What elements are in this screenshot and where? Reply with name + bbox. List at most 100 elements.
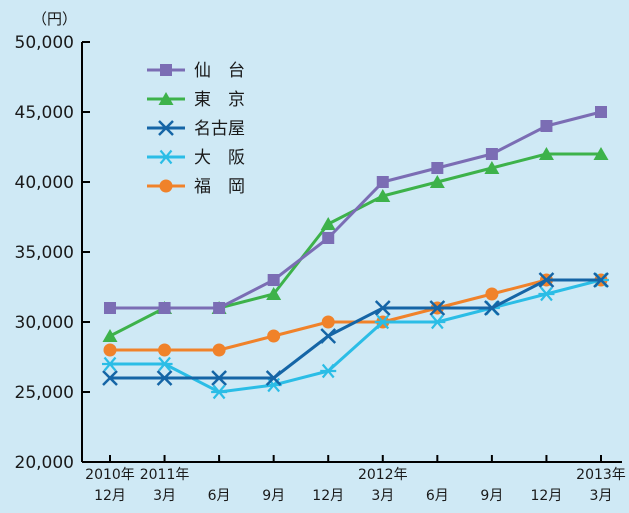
data-point xyxy=(376,176,389,188)
y-tick-label: 30,000 xyxy=(15,313,74,333)
data-point xyxy=(267,329,281,343)
series-3 xyxy=(102,272,609,400)
marker-stroke xyxy=(593,272,609,288)
data-point xyxy=(267,274,280,286)
legend-item: 福 岡 xyxy=(147,177,245,197)
marker-stroke xyxy=(212,384,226,400)
y-tick-label: 20,000 xyxy=(15,453,74,473)
legend-label: 仙 台 xyxy=(194,61,245,81)
x-tick-month-label: 3月 xyxy=(371,488,394,504)
series-line xyxy=(110,110,602,310)
data-point xyxy=(265,370,282,386)
x-tick-year-label: 2011年 xyxy=(140,467,190,483)
data-point xyxy=(158,343,172,357)
data-point xyxy=(593,147,609,160)
data-point xyxy=(212,343,226,357)
x-tick-year-label: 2013年 xyxy=(576,467,626,483)
data-point xyxy=(374,314,391,330)
y-tick-label: 40,000 xyxy=(15,173,74,193)
data-point xyxy=(156,356,173,372)
data-point xyxy=(484,161,500,174)
data-point xyxy=(322,232,335,244)
x-tick-month-label: 9月 xyxy=(262,488,285,504)
tick-labels: 20,000 25,000 30,000 35,000 40,000 45,000 50,0… xyxy=(15,33,626,504)
legend-marker xyxy=(159,179,173,193)
x-tick-month-label: 9月 xyxy=(480,488,503,504)
data-point xyxy=(320,328,337,344)
data-point xyxy=(102,329,118,342)
data-point xyxy=(104,302,116,314)
data-point xyxy=(429,175,445,188)
y-unit-label: （円） xyxy=(32,10,77,28)
legend-marker xyxy=(158,92,174,105)
data-point xyxy=(103,343,117,357)
marker-stroke xyxy=(429,300,446,316)
data-point xyxy=(320,363,337,379)
data-point xyxy=(595,106,607,118)
legend-label: 福 岡 xyxy=(194,177,245,197)
data-point xyxy=(321,315,335,329)
data-point xyxy=(156,370,173,386)
data-point xyxy=(320,217,336,230)
data-point xyxy=(375,189,391,202)
legend-item: 仙 台 xyxy=(147,61,245,81)
data-point xyxy=(538,286,555,302)
marker-stroke xyxy=(265,370,282,386)
x-tick-month-label: 12月 xyxy=(531,488,563,504)
marker-stroke xyxy=(540,286,553,302)
legend-label: 名古屋 xyxy=(194,119,245,139)
marker-stroke xyxy=(159,149,173,165)
data-point xyxy=(484,300,500,316)
marker-stroke xyxy=(156,370,173,386)
series-line xyxy=(110,278,601,380)
marker-stroke xyxy=(376,314,390,330)
data-point xyxy=(485,287,499,301)
marker-stroke xyxy=(103,356,117,372)
x-tick-month-label: 6月 xyxy=(426,488,449,504)
x-tick-year-label: 2010年 xyxy=(85,467,135,483)
marker-stroke xyxy=(102,370,118,386)
marker-stroke xyxy=(321,363,335,379)
legend-item: 大 阪 xyxy=(147,148,245,168)
y-tick-label: 35,000 xyxy=(15,243,74,263)
data-point xyxy=(374,300,391,316)
legend-marker xyxy=(158,149,174,165)
y-tick-label: 25,000 xyxy=(15,383,74,403)
data-point xyxy=(431,162,444,174)
marker-stroke xyxy=(538,272,555,288)
data-point xyxy=(102,370,118,386)
y-tick-label: 50,000 xyxy=(15,33,74,53)
marker-stroke xyxy=(320,328,337,344)
marker-stroke xyxy=(211,370,227,386)
data-point xyxy=(540,120,553,132)
data-point xyxy=(211,370,227,386)
series-2 xyxy=(102,272,609,386)
legend-label: 東 京 xyxy=(194,90,245,110)
marker-stroke xyxy=(158,120,174,136)
x-tick-month-label: 3月 xyxy=(153,488,176,504)
series-1 xyxy=(102,147,609,342)
legend-item: 名古屋 xyxy=(147,119,245,139)
legend-marker xyxy=(158,120,174,136)
data-point xyxy=(211,384,228,400)
legend-label: 大 阪 xyxy=(194,148,245,168)
data-point xyxy=(485,148,498,160)
data-point xyxy=(538,147,554,160)
x-tick-month-label: 3月 xyxy=(590,488,613,504)
data-point xyxy=(102,356,118,372)
x-tick-year-label: 2012年 xyxy=(358,467,408,483)
marker-stroke xyxy=(484,300,500,316)
data-point xyxy=(158,302,171,314)
x-tick-month-label: 12月 xyxy=(94,488,126,504)
x-tick-month-label: 12月 xyxy=(312,488,344,504)
data-point xyxy=(538,272,555,288)
series-layer xyxy=(102,106,609,400)
series-0 xyxy=(104,106,607,314)
legend-marker xyxy=(160,64,172,76)
series-line xyxy=(110,278,602,394)
x-tick-month-label: 6月 xyxy=(208,488,231,504)
y-tick-label: 45,000 xyxy=(15,103,74,123)
